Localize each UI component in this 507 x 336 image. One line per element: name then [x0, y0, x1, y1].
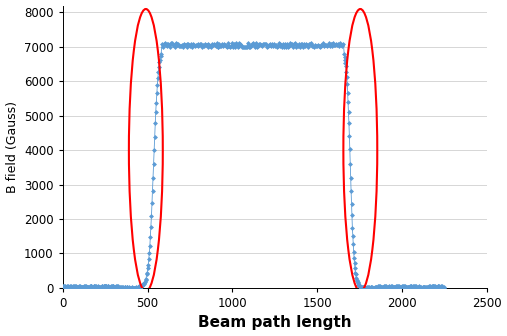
X-axis label: Beam path length: Beam path length	[198, 316, 351, 330]
Y-axis label: B field (Gauss): B field (Gauss)	[6, 101, 19, 193]
